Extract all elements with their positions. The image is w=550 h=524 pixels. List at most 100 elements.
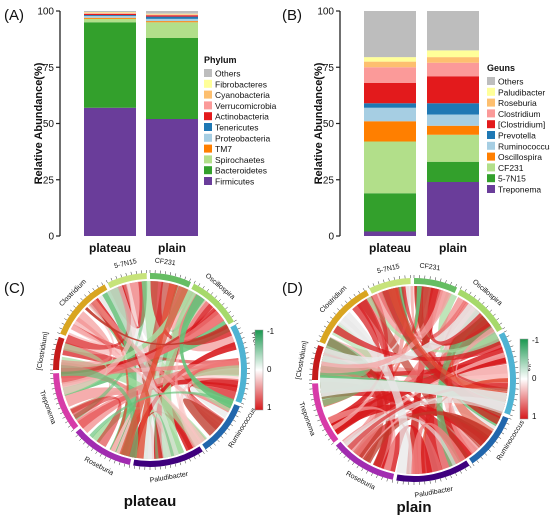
chord-tick bbox=[203, 451, 205, 454]
bar-segment bbox=[364, 121, 416, 141]
legend-swatch bbox=[204, 145, 212, 153]
colorbar-tick-label: -1 bbox=[267, 327, 275, 336]
chord-tick bbox=[236, 323, 239, 324]
legend-swatch bbox=[487, 99, 495, 107]
chord-tick bbox=[52, 349, 55, 350]
bar-segment bbox=[364, 193, 416, 231]
chord-tick bbox=[325, 434, 328, 436]
colorbar-tick-label: 1 bbox=[532, 412, 537, 421]
colorbar-tick-label: 0 bbox=[532, 374, 537, 383]
chord-tick bbox=[489, 450, 491, 452]
chord-tick bbox=[77, 302, 79, 304]
chord-tick bbox=[509, 418, 512, 419]
chord-tick bbox=[100, 454, 102, 457]
chord-genus-label: CF231 bbox=[154, 257, 176, 267]
chord-tick bbox=[58, 408, 61, 409]
bar-segment bbox=[146, 22, 198, 38]
chord-tick bbox=[238, 328, 241, 329]
chord-tick bbox=[79, 439, 81, 441]
chord-tick bbox=[68, 426, 70, 428]
chord-genus-label: 5-7N15 bbox=[376, 263, 400, 275]
legend-swatch bbox=[204, 101, 212, 109]
chord-diagram-plateau: CF231OscillospiraPrevotellaRuminococcusP… bbox=[36, 257, 274, 510]
chord-tick bbox=[243, 398, 246, 399]
bar-segment bbox=[84, 14, 136, 15]
bar-segment bbox=[364, 103, 416, 108]
chord-tick bbox=[312, 405, 315, 406]
chord-tick bbox=[373, 283, 374, 286]
bar-segment bbox=[427, 115, 479, 126]
chord-tick bbox=[506, 423, 509, 424]
chord-tick bbox=[207, 289, 209, 291]
chord-tick bbox=[244, 393, 247, 394]
legend-swatch bbox=[487, 120, 495, 128]
chord-tick bbox=[71, 430, 73, 432]
y-axis-label: Relative Abundance(%) bbox=[33, 62, 45, 184]
chord-tick bbox=[245, 348, 248, 349]
chord-tick bbox=[358, 291, 360, 294]
chord-tick bbox=[349, 297, 351, 299]
legend-swatch bbox=[487, 185, 495, 193]
legend-label: Tenericutes bbox=[215, 123, 258, 133]
chord-tick bbox=[73, 306, 75, 308]
chord-tick bbox=[311, 399, 314, 400]
legend-title: Phylum bbox=[204, 55, 237, 65]
x-tick-label: plain bbox=[158, 241, 186, 255]
chord-tick bbox=[478, 298, 480, 300]
chord-tick bbox=[510, 346, 513, 347]
chord-tick bbox=[314, 348, 317, 349]
chord-tick bbox=[233, 420, 236, 422]
legend-label: Others bbox=[498, 77, 524, 87]
panel-label: (C) bbox=[4, 280, 25, 297]
bar-segment bbox=[146, 11, 198, 14]
legend-label: Cyanobacteria bbox=[215, 90, 270, 100]
chord-tick bbox=[96, 451, 98, 454]
legend-swatch bbox=[487, 153, 495, 161]
bar-segment bbox=[364, 108, 416, 122]
chord-tick bbox=[131, 272, 132, 275]
chord-tick bbox=[93, 288, 95, 290]
chord-tick bbox=[382, 477, 383, 480]
bar-segment bbox=[146, 19, 198, 21]
chord-tick bbox=[210, 446, 212, 448]
chord-tick bbox=[203, 286, 205, 289]
chord-tick bbox=[199, 283, 201, 286]
chord-tick bbox=[473, 464, 475, 466]
chord-tick bbox=[189, 459, 190, 462]
legend-label: Proteobacteria bbox=[215, 133, 271, 143]
colorbar bbox=[255, 330, 263, 410]
bar-segment bbox=[84, 13, 136, 14]
y-tick-label: 0 bbox=[48, 232, 54, 243]
chord-tick bbox=[334, 313, 336, 315]
chord-tick bbox=[119, 462, 120, 465]
chord-tick bbox=[246, 353, 249, 354]
chord-tick bbox=[170, 272, 171, 275]
bar-segment bbox=[364, 67, 416, 83]
chord-genus-label: Paludibacter bbox=[149, 471, 189, 485]
chord-tick bbox=[67, 314, 69, 316]
colorbar-tick-label: 0 bbox=[267, 365, 272, 374]
legend-label: Roseburia bbox=[498, 98, 537, 108]
y-tick-label: 100 bbox=[37, 7, 54, 18]
chord-tick bbox=[52, 389, 55, 390]
chord-tick bbox=[513, 405, 516, 406]
chord-tick bbox=[65, 421, 68, 423]
chord-tick bbox=[231, 316, 234, 318]
chord-tick bbox=[241, 403, 244, 404]
chord-tick bbox=[222, 303, 224, 305]
chord-tick bbox=[245, 389, 248, 390]
chord-tick bbox=[313, 353, 316, 354]
bar-segment bbox=[364, 142, 416, 194]
chord-tick bbox=[175, 273, 176, 276]
chord-tick bbox=[460, 286, 461, 289]
chord-tick bbox=[512, 351, 515, 352]
bar-segment bbox=[364, 62, 416, 68]
chord-tick bbox=[435, 277, 436, 280]
chord-tick bbox=[317, 341, 320, 342]
chord-tick bbox=[60, 413, 63, 414]
chord-tick bbox=[389, 278, 390, 281]
bar-segment bbox=[84, 11, 136, 12]
bar-segment bbox=[146, 38, 198, 119]
bar-segment bbox=[427, 162, 479, 182]
chord-tick bbox=[170, 465, 171, 468]
